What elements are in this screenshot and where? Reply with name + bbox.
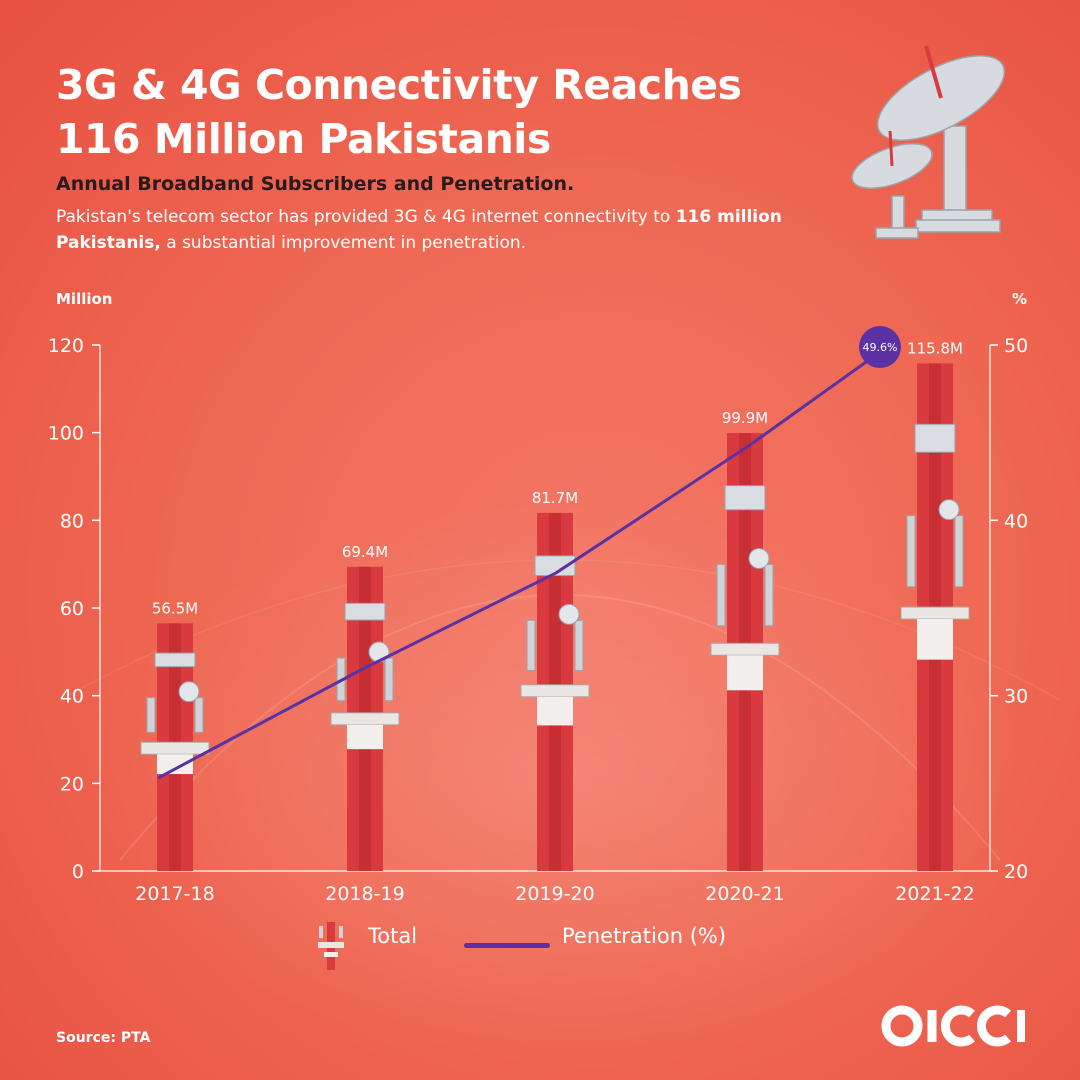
bar-platform (900, 606, 970, 620)
tower-legend-icon (318, 922, 344, 970)
penetration-point-badge (859, 326, 901, 369)
bar-platform (330, 712, 400, 726)
bar-tower (520, 512, 590, 871)
bar-antenna-band (914, 423, 956, 453)
description-bold-text: 116 million Pakistanis, (56, 207, 782, 253)
bar-antenna-band (724, 485, 766, 511)
bar-value-label: 56.5M (152, 599, 198, 617)
right-tick-label: 40 (1004, 510, 1028, 532)
bar-value-label: 81.7M (532, 489, 578, 507)
bar-white-band (917, 619, 953, 660)
bar-antenna-left (146, 697, 156, 733)
legend-penetration-label: Penetration (%) (562, 924, 727, 948)
bar-tower (900, 363, 970, 871)
bar-platform (710, 642, 780, 656)
left-tick-label: 60 (60, 598, 84, 620)
x-tick-label: 2019-20 (515, 883, 594, 905)
bar-white-band (157, 754, 193, 775)
right-tick-label: 30 (1004, 686, 1028, 708)
source-note: Source: PTA (56, 1030, 151, 1046)
bar-antenna-band (344, 602, 386, 621)
bar-antenna-right (574, 619, 584, 671)
bar-value-label: 69.4M (342, 543, 388, 561)
bar-dish (178, 681, 200, 703)
bar-platform (140, 741, 210, 755)
bar-dish (558, 603, 580, 625)
bar-dish (748, 547, 770, 569)
bar-dish (938, 499, 960, 521)
bar-antenna-right (384, 657, 394, 702)
x-tick-label: 2021-22 (895, 883, 974, 905)
bar-antenna-left (716, 563, 726, 627)
bar-tower (710, 433, 780, 871)
description-text: Pakistan's telecom sector has provided 3… (56, 207, 671, 227)
left-tick-label: 80 (60, 510, 84, 532)
x-tick-label: 2018-19 (325, 883, 404, 905)
right-tick-label: 50 (1004, 335, 1028, 357)
bar-white-band (537, 696, 573, 726)
description-suffix-text: a substantial improvement in penetration… (166, 233, 527, 253)
left-tick-label: 0 (72, 861, 84, 883)
bar-white-band (347, 724, 383, 750)
x-tick-label: 2017-18 (135, 883, 214, 905)
bar-tower (140, 623, 210, 871)
bar-antenna-band (534, 555, 576, 577)
bar-antenna-band (154, 652, 196, 668)
penetration-value-label: 49.6% (863, 341, 898, 354)
bar-value-label: 99.9M (722, 409, 768, 427)
chart-subtitle: Annual Broadband Subscribers and Penetra… (56, 173, 575, 195)
left-tick-label: 20 (60, 773, 84, 795)
left-tick-label: 120 (48, 335, 84, 357)
left-tick-label: 100 (48, 423, 84, 445)
bar-tower (330, 566, 400, 871)
right-tick-label: 20 (1004, 861, 1028, 883)
oicci-logo (881, 1005, 1025, 1047)
legend-total-label: Total (368, 924, 418, 948)
bar-antenna-left (906, 515, 916, 588)
bar-antenna-left (526, 619, 536, 671)
left-tick-label: 40 (60, 686, 84, 708)
bar-value-label: 115.8M (907, 339, 963, 357)
left-axis-unit: Million (56, 290, 113, 308)
page-title: 3G & 4G Connectivity Reaches 116 Million… (56, 61, 742, 163)
bar-antenna-right (194, 697, 204, 733)
legend-penetration-swatch (464, 943, 550, 948)
right-axis-unit: % (1012, 290, 1028, 308)
bar-white-band (727, 655, 763, 691)
chart-description: Pakistan's telecom sector has provided 3… (56, 204, 816, 256)
bar-antenna-right (954, 515, 964, 588)
penetration-line (157, 350, 881, 780)
bar-platform (520, 684, 590, 698)
bar-antenna-right (764, 563, 774, 627)
satellite-dish-icon (851, 45, 1006, 239)
x-tick-label: 2020-21 (705, 883, 784, 905)
